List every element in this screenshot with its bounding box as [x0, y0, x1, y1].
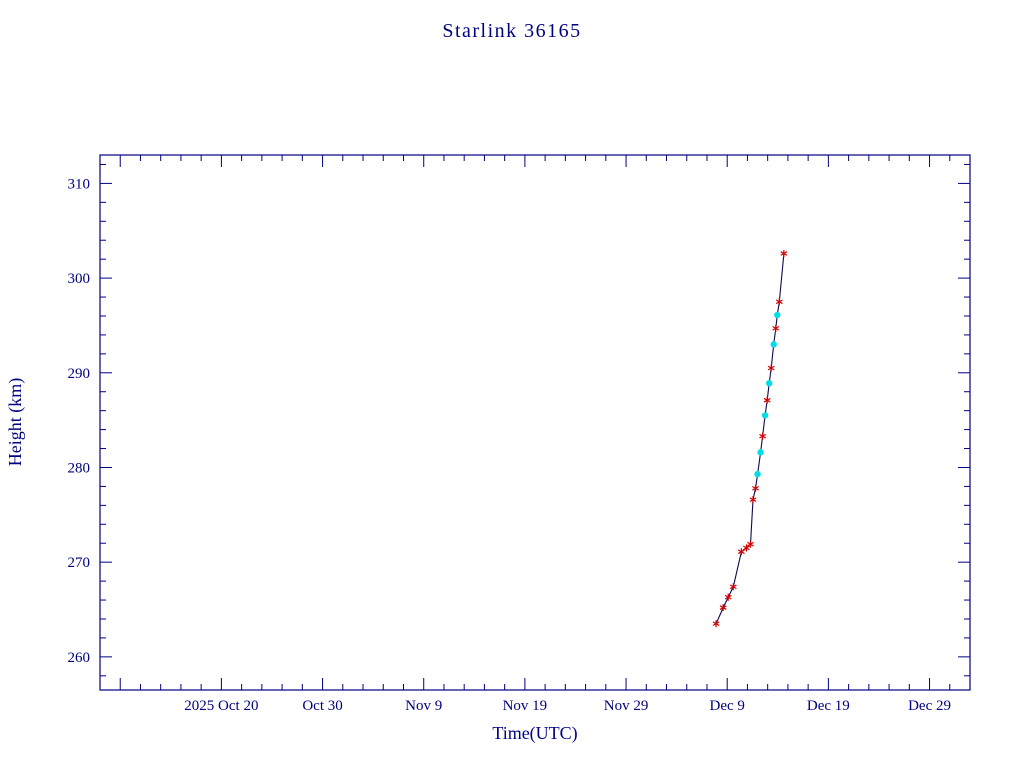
x-tick-label: Oct 30	[302, 698, 342, 714]
asterisk-arm	[780, 251, 788, 256]
asterisk-arm	[712, 621, 720, 627]
y-tick-label: 300	[68, 271, 91, 287]
data-point-red-asterisk	[737, 548, 745, 556]
asterisk-arm	[737, 549, 745, 555]
data-point-red-asterisk	[763, 396, 771, 404]
y-axis-ticks	[100, 163, 970, 677]
x-tick-label: Dec 29	[908, 698, 951, 714]
data-point-cyan-dot	[770, 341, 777, 348]
data-point-cyan-dot	[765, 380, 773, 387]
data-point-red-asterisk	[712, 620, 720, 628]
x-tick-label: Dec 9	[710, 698, 745, 714]
data-point-red-asterisk	[729, 583, 737, 591]
plot-frame	[99, 154, 971, 691]
asterisk-arm	[763, 397, 771, 403]
x-tick-label: Nov 29	[604, 698, 649, 714]
data-point-red-asterisk	[772, 324, 780, 332]
asterisk-arm	[719, 605, 727, 610]
asterisk-arm	[729, 584, 737, 590]
asterisk-arm	[759, 433, 767, 439]
data-point-cyan-dot	[754, 470, 761, 478]
asterisk-arm	[767, 365, 775, 371]
data-point-red-asterisk	[747, 540, 754, 548]
data-point-cyan-dot	[757, 449, 764, 456]
asterisk-arm	[742, 545, 750, 551]
y-axis-label: Height (km)	[5, 378, 26, 466]
data-point-red-asterisk	[752, 484, 759, 492]
x-tick-label: 2025 Oct 20	[184, 698, 258, 714]
data-point-red-asterisk	[767, 364, 775, 372]
data-point-red-asterisk	[724, 593, 732, 601]
data-point-cyan-dot	[774, 311, 781, 319]
height-curve	[715, 253, 785, 624]
asterisk-arm	[752, 485, 759, 491]
y-tick-label: 310	[68, 176, 91, 192]
data-point-red-asterisk	[775, 298, 783, 306]
x-axis-label: Time(UTC)	[492, 723, 577, 744]
x-tick-label: Dec 19	[807, 698, 850, 714]
data-point-cyan-dot	[761, 412, 769, 419]
y-tick-label: 260	[68, 650, 91, 666]
y-tick-label: 280	[68, 460, 91, 476]
y-tick-label: 270	[68, 555, 91, 571]
data-point-red-asterisk	[759, 432, 767, 440]
y-tick-label: 290	[68, 366, 91, 382]
asterisk-arm	[724, 594, 732, 600]
data-point-red-asterisk	[742, 544, 750, 552]
x-axis-ticks	[99, 155, 971, 690]
asterisk-arm	[772, 325, 780, 331]
asterisk-arm	[749, 497, 757, 502]
data-point-red-asterisk	[780, 249, 788, 258]
asterisk-arm	[747, 541, 754, 547]
x-tick-label: Nov 9	[405, 698, 442, 714]
chart-title: Starlink 36165	[442, 20, 581, 42]
chart-layer: 2025 Oct 20 Oct 30 Nov 9 Nov 19 Nov 29 Dec 9 D…	[68, 154, 971, 714]
asterisk-arm	[775, 299, 783, 305]
x-tick-label: Nov 19	[503, 698, 548, 714]
data-point-red-asterisk	[719, 604, 727, 612]
data-point-red-asterisk	[749, 496, 757, 504]
